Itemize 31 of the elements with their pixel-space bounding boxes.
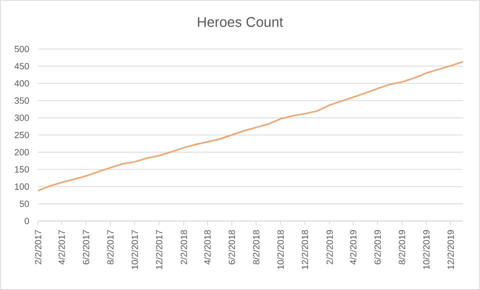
x-tick-label: 8/2/2017: [106, 230, 114, 264]
y-tick-label: 300: [14, 114, 29, 121]
y-tick-label: 500: [14, 46, 29, 52]
x-tick-label: 4/2/2019: [350, 230, 356, 265]
y-tick-label: 400: [14, 80, 29, 87]
x-tick-label: 2/2/2018: [180, 230, 188, 264]
x-tick-label: 8/2/2019: [398, 230, 406, 264]
x-tick-label: 4/2/2018: [204, 230, 211, 265]
y-tick-label: 250: [14, 132, 29, 138]
x-tick-label: 8/2/2018: [252, 230, 260, 264]
x-tick-label: 6/2/2019: [374, 230, 381, 264]
x-tick-label: 2/2/2017: [34, 230, 42, 264]
y-tick-label: 450: [14, 63, 29, 70]
y-tick-label: 100: [14, 183, 29, 190]
x-tick-label: 10/2/2017: [131, 230, 138, 270]
x-tick-label: 10/2/2018: [277, 230, 284, 270]
x-tick-label: 12/2/2019: [447, 230, 454, 270]
x-tick-label: 12/2/2018: [302, 230, 308, 270]
y-tick-label: 0: [24, 218, 29, 224]
y-tick-label: 200: [14, 149, 29, 156]
x-tick-label: 6/2/2018: [228, 230, 236, 264]
y-tick-label: 150: [14, 166, 29, 173]
x-tick-label: 12/2/2017: [156, 230, 162, 270]
chart-title: Heroes Count: [198, 17, 284, 27]
x-tick-label: 6/2/2017: [82, 230, 90, 264]
x-tick-label: 10/2/2019: [422, 230, 430, 270]
y-tick-label: 50: [20, 200, 29, 207]
y-tick-label: 350: [14, 97, 29, 104]
x-tick-label: 2/2/2019: [326, 230, 333, 264]
line-series: [37, 60, 464, 192]
x-tick-label: 4/2/2017: [58, 230, 65, 265]
